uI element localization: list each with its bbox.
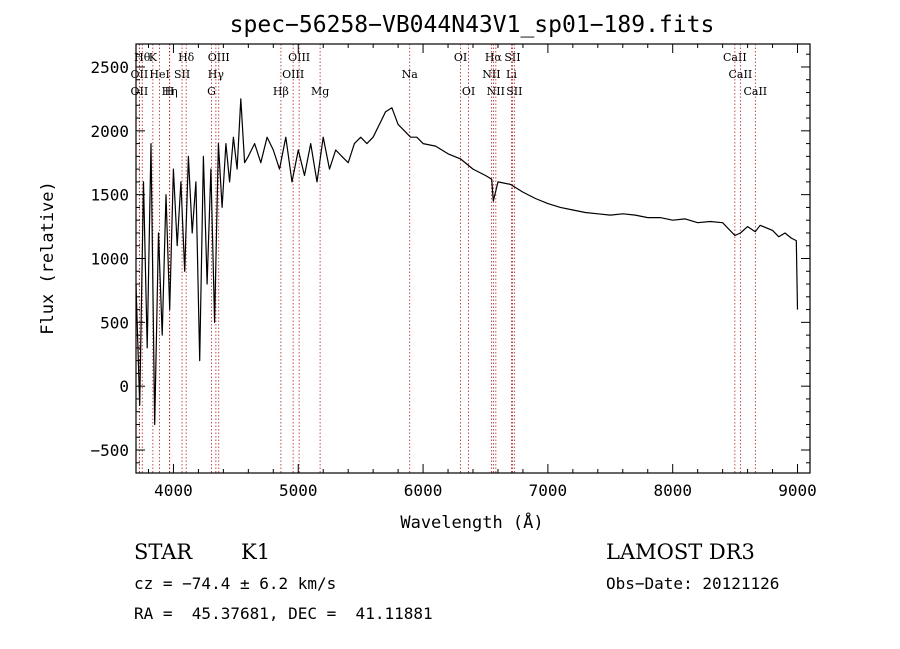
coordinates: RA = 45.37681, DEC = 41.11881 xyxy=(134,604,433,623)
y-tick-label: 0 xyxy=(119,377,129,396)
x-tick-label: 8000 xyxy=(653,481,692,500)
spectral-line-label: CaII xyxy=(723,51,747,64)
spectral-line-label: OI xyxy=(462,85,475,98)
spectral-line-label: HeI xyxy=(149,68,169,81)
y-tick-label: 500 xyxy=(100,313,129,332)
x-axis: 4000 5000 6000 7000 8000 9000 xyxy=(147,44,817,500)
observation-date: Obs−Date: 20121126 xyxy=(606,574,780,593)
spectral-line-label: Hα xyxy=(485,51,503,64)
spectral-line-label: NII xyxy=(482,68,500,81)
spectral-line-label: Hγ xyxy=(208,68,225,81)
spectral-line-label: Hδ xyxy=(178,51,195,64)
spectral-line-label: Na xyxy=(402,68,419,81)
spectral-line-label: OII xyxy=(131,68,149,81)
y-tick-label: 1500 xyxy=(90,186,129,205)
x-tick-label: 4000 xyxy=(154,481,193,500)
y-tick-label: 2000 xyxy=(90,122,129,141)
x-tick-label: 5000 xyxy=(279,481,318,500)
spectral-line-label: OIII xyxy=(208,51,230,64)
object-class: STAR xyxy=(134,540,193,564)
x-tick-label: 9000 xyxy=(778,481,817,500)
spectrum-series xyxy=(135,98,799,426)
spectral-line-label: CaII xyxy=(743,85,767,98)
plot-frame xyxy=(135,43,811,474)
spectral-line-label: G xyxy=(207,85,216,98)
object-subclass: K1 xyxy=(241,540,271,564)
x-tick-label: 7000 xyxy=(529,481,568,500)
x-tick-label: 6000 xyxy=(404,481,443,500)
spectral-line-label: Li xyxy=(506,68,517,81)
y-axis-label: Flux (relative) xyxy=(38,181,58,335)
x-axis-label: Wavelength (Å) xyxy=(400,511,543,533)
y-tick-label: 2500 xyxy=(90,58,129,77)
spectral-line-markers: HθOIIOIIKHeIHηHSIIHδHγGOIIIHβOIIIOIIIMgN… xyxy=(131,44,767,473)
redshift-velocity: cz = −74.4 ± 6.2 km/s xyxy=(134,574,337,593)
y-axis: −500 0 500 1000 1500 2000 2500 xyxy=(90,53,810,464)
y-tick-label: 1000 xyxy=(90,250,129,269)
spectral-line-label: OIII xyxy=(282,68,304,81)
spectral-line-label: Hη xyxy=(162,85,178,98)
chart-title: spec−56258−VB044N43V1_sp01−189.fits xyxy=(230,12,715,38)
spectral-line-label: OI xyxy=(454,51,467,64)
spectral-line-label: Mg xyxy=(311,85,329,98)
spectral-line-label: SII xyxy=(506,85,522,98)
spectral-line-label: K xyxy=(149,51,158,64)
y-tick-label: −500 xyxy=(90,441,129,460)
spectral-line-label: OIII xyxy=(288,51,310,64)
spectral-line-label: OII xyxy=(131,85,149,98)
spectral-line-label: Hβ xyxy=(273,85,289,98)
spectral-line-label: H xyxy=(165,85,175,98)
spectral-line-label: SII xyxy=(174,68,190,81)
spectral-line-label: NII xyxy=(487,85,505,98)
spectrum-line xyxy=(135,98,799,426)
spectral-line-label: CaII xyxy=(729,68,753,81)
survey-name: LAMOST DR3 xyxy=(606,540,755,564)
spectral-line-label: SII xyxy=(504,51,520,64)
